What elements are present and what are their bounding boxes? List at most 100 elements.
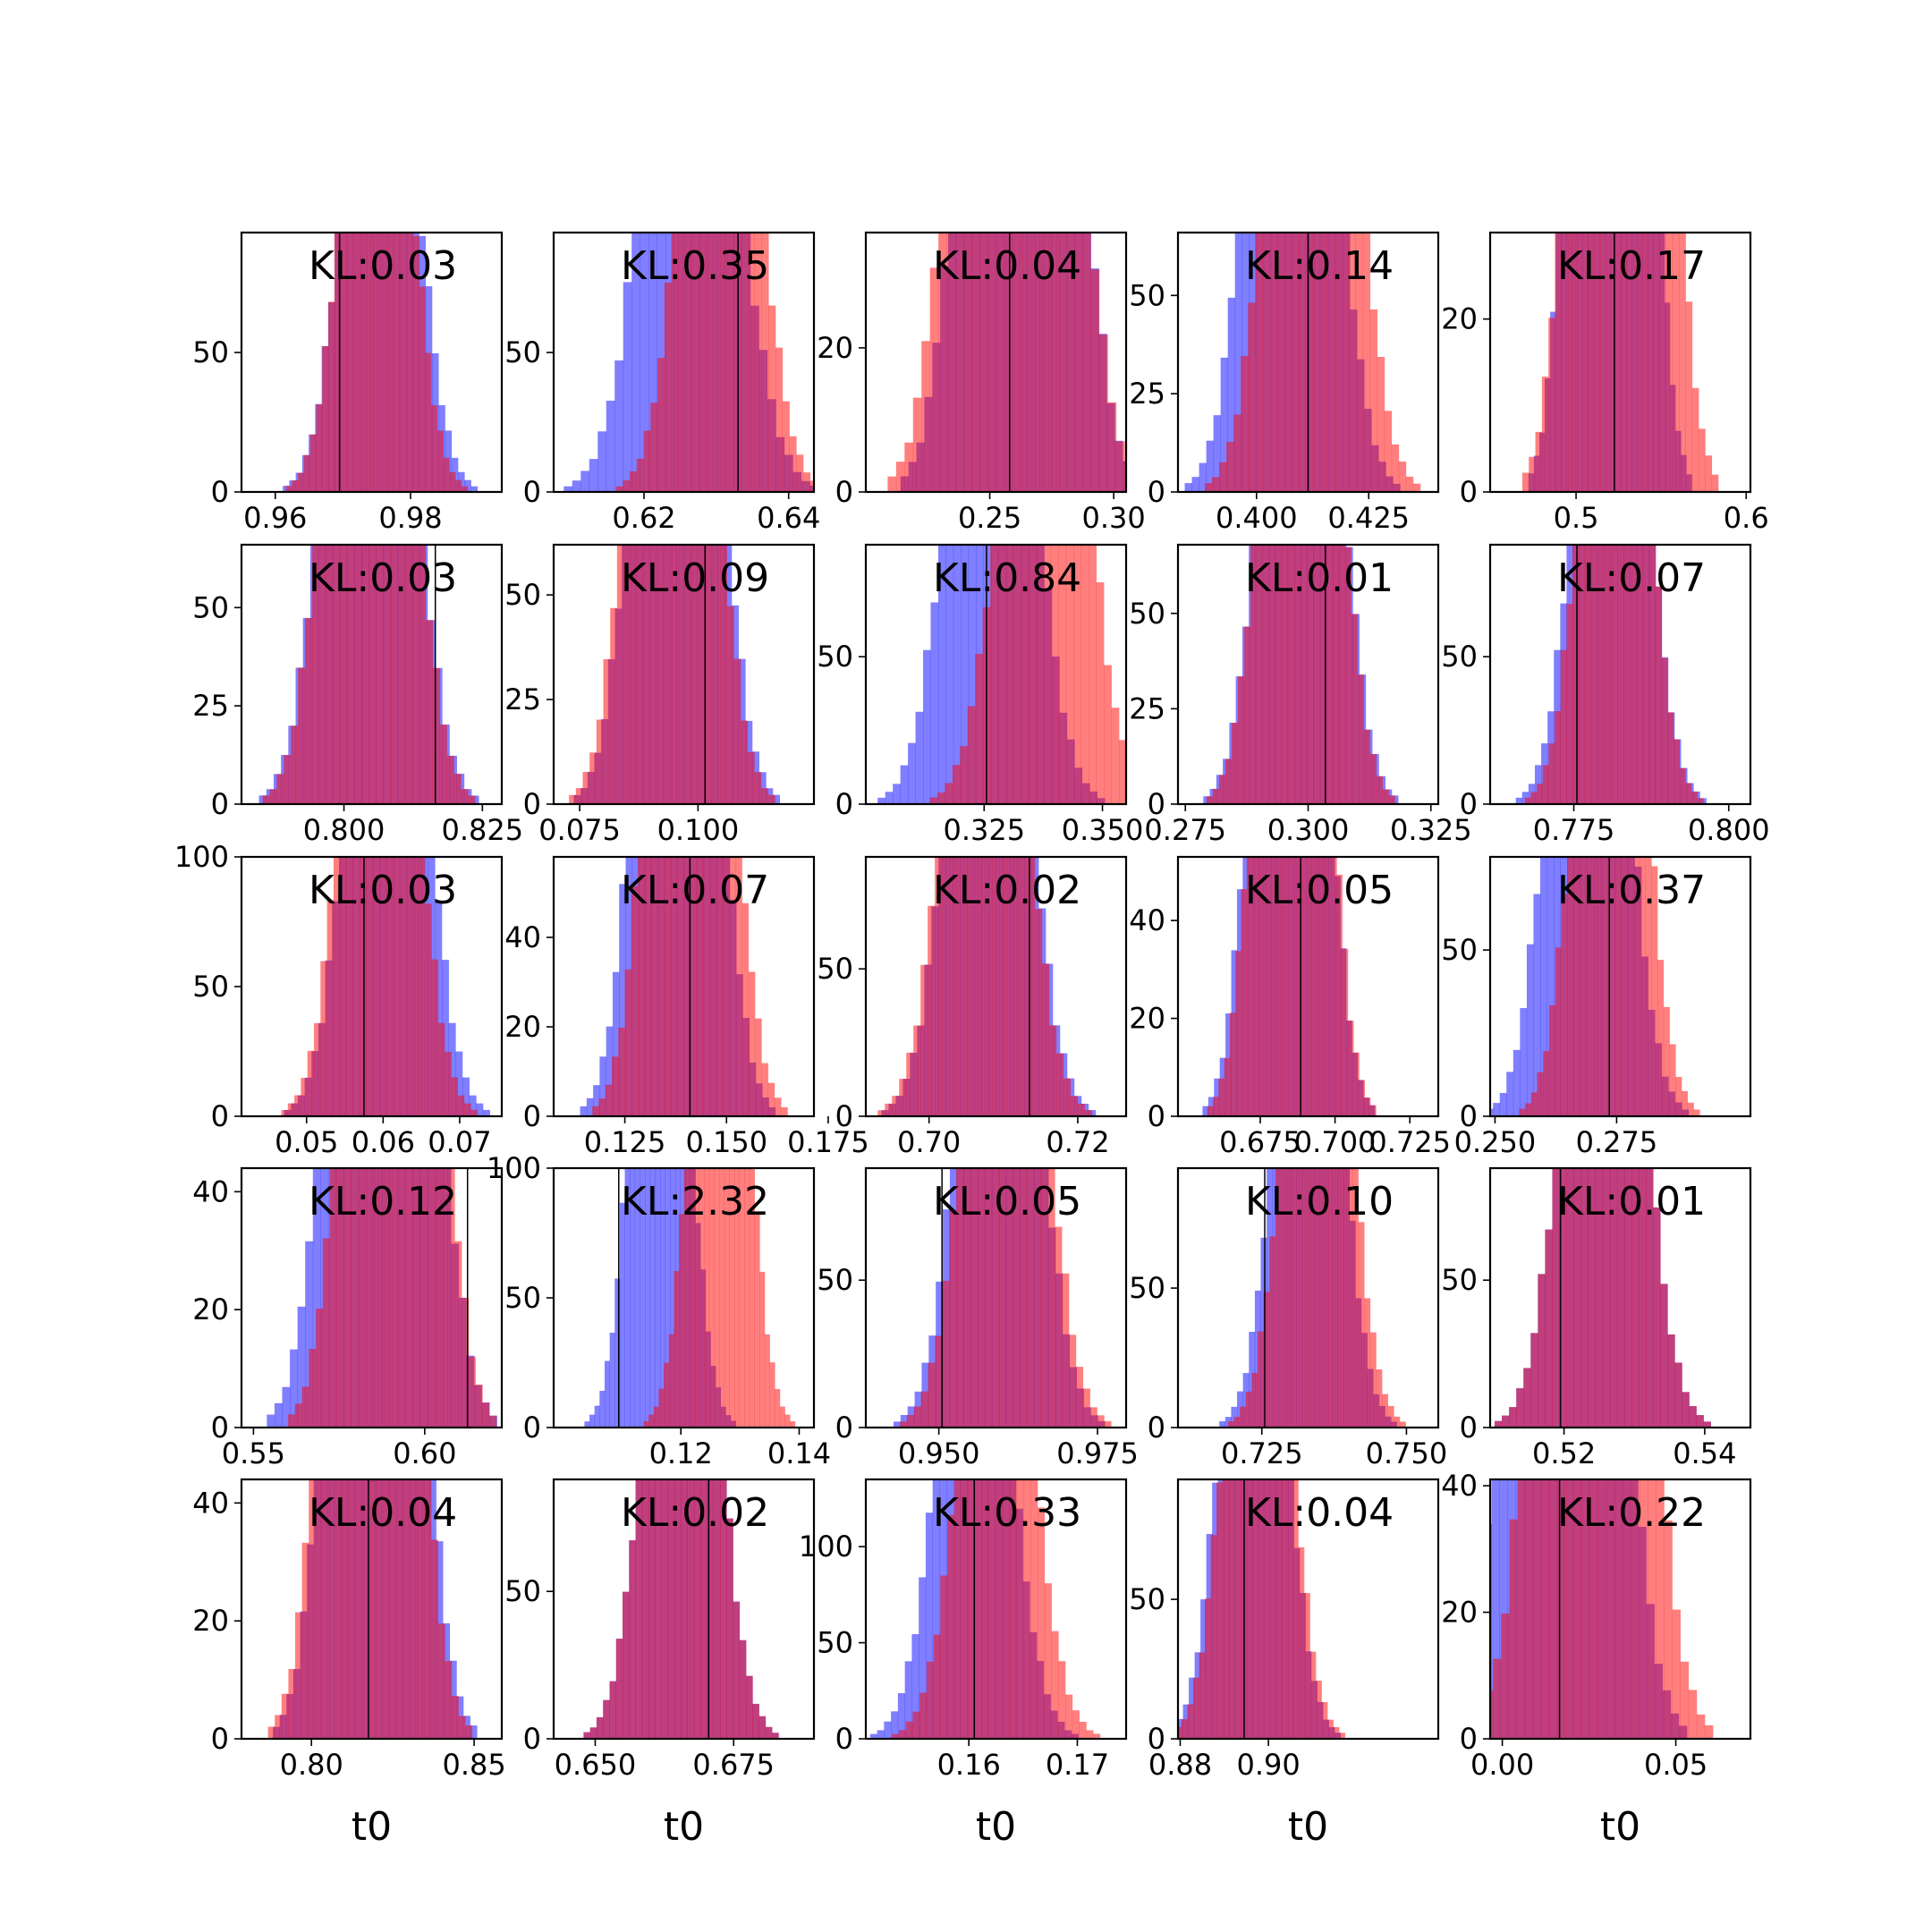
y-tick-label: 40: [1129, 903, 1165, 937]
red-histogram-bar: [1555, 233, 1563, 492]
red-histogram-bar: [1588, 1168, 1597, 1428]
red-histogram-bar: [657, 358, 665, 492]
red-histogram-bar: [1625, 545, 1632, 804]
red-histogram-bar: [451, 1077, 459, 1116]
red-histogram-bar: [1090, 269, 1100, 492]
axes-frame: [1176, 1478, 1440, 1741]
red-histogram-bar: [364, 233, 371, 492]
red-histogram-bar: [1590, 1479, 1599, 1739]
red-histogram-bar: [1212, 788, 1220, 804]
red-histogram-bar: [1207, 1106, 1214, 1116]
red-histogram-bar: [1704, 1724, 1714, 1739]
x-tick-label: 0.125: [584, 1125, 666, 1159]
red-histogram-bar: [933, 1634, 941, 1739]
red-histogram-bar: [631, 886, 639, 1116]
x-tick-label: 0.725: [1221, 1436, 1303, 1470]
axes-frame: [552, 855, 816, 1118]
red-histogram-bar: [1490, 1690, 1494, 1739]
kl-annotation: KL:0.03: [309, 868, 457, 913]
red-histogram-bar: [1257, 1331, 1264, 1428]
red-histogram-bar: [322, 345, 329, 492]
red-histogram-bar: [892, 1096, 900, 1116]
red-histogram-bar: [674, 1479, 682, 1739]
red-histogram-bar: [1572, 545, 1579, 804]
red-histogram-bar: [1022, 233, 1032, 492]
red-histogram-bar: [1687, 1102, 1694, 1116]
red-histogram-bar: [583, 1732, 590, 1739]
red-histogram-bar: [748, 971, 756, 1116]
red-histogram-bar: [598, 1098, 606, 1116]
red-histogram-bar: [1313, 545, 1320, 804]
red-histogram-bar: [1614, 545, 1621, 804]
red-histogram-bar: [754, 1212, 760, 1428]
red-histogram-bar: [670, 857, 678, 1116]
red-histogram-bar: [404, 545, 412, 804]
red-histogram-bar: [657, 857, 665, 1116]
red-histogram-bar: [636, 458, 644, 492]
red-histogram-bar: [1387, 1405, 1394, 1428]
red-histogram-bar: [589, 752, 597, 804]
red-histogram-bar: [1073, 545, 1082, 804]
red-histogram-bar: [475, 1384, 483, 1428]
red-histogram-bar: [465, 1725, 473, 1739]
red-histogram-bar: [1282, 545, 1289, 804]
red-histogram-bar: [1501, 1613, 1510, 1739]
red-histogram-bar: [1566, 1168, 1574, 1428]
red-histogram-bar: [1680, 1661, 1690, 1739]
red-histogram-bar: [768, 305, 776, 492]
red-histogram-bar: [1292, 857, 1298, 1116]
red-histogram-bar: [1084, 1110, 1093, 1116]
red-histogram-bar: [693, 1479, 701, 1739]
axes-frame: [240, 543, 504, 806]
red-histogram-bar: [1561, 894, 1568, 1116]
red-histogram-bar: [1596, 545, 1603, 804]
red-histogram-bar: [1082, 1388, 1090, 1428]
red-histogram-bar: [312, 545, 320, 804]
blue-histogram-bar: [891, 1711, 899, 1739]
red-histogram-bar: [1582, 1479, 1591, 1739]
red-histogram-bar: [1384, 411, 1393, 492]
subplot-4-5: 0.52 0.54 0 50 KL:0.01: [1441, 1166, 1752, 1470]
blue-histogram-bar: [604, 1360, 610, 1428]
red-histogram-bar: [623, 1591, 630, 1739]
red-histogram-bar: [352, 233, 360, 492]
blue-histogram-bar: [630, 1168, 636, 1428]
axes-frame: [1176, 231, 1440, 494]
red-histogram-bar: [1587, 233, 1595, 492]
red-histogram-bar: [612, 1056, 619, 1116]
kl-annotation: KL:0.05: [1245, 868, 1394, 913]
red-histogram-bar: [992, 857, 1000, 1116]
red-histogram-bar: [1549, 1479, 1559, 1739]
red-histogram-bar: [952, 765, 961, 804]
red-histogram-bar: [616, 545, 624, 804]
red-histogram-bar: [1263, 545, 1270, 804]
red-histogram-bar: [1558, 1479, 1567, 1739]
y-tick-label: 50: [817, 640, 853, 674]
y-tick-label: 100: [487, 1151, 541, 1185]
red-histogram-bar: [1369, 1332, 1377, 1428]
red-histogram-bar: [1626, 233, 1634, 492]
red-histogram-bar: [1262, 233, 1270, 492]
red-histogram-bar: [1058, 545, 1067, 804]
red-histogram-bar: [1703, 1421, 1711, 1428]
x-tick-label: 0.350: [1062, 813, 1144, 847]
red-histogram-bar: [657, 545, 665, 804]
red-histogram-bar: [769, 1362, 775, 1428]
red-histogram-bar: [750, 1168, 755, 1428]
red-histogram-bar: [962, 1168, 971, 1428]
red-histogram-bar: [1119, 740, 1126, 804]
red-histogram-bar: [1326, 233, 1335, 492]
red-histogram-bar: [1614, 1479, 1624, 1739]
red-histogram-bar: [1595, 1168, 1604, 1428]
red-histogram-bar: [1298, 233, 1306, 492]
red-histogram-bar: [1051, 1631, 1059, 1739]
y-tick-label: 50: [1441, 1263, 1478, 1297]
red-histogram-bar: [1075, 1367, 1084, 1428]
y-tick-label: 0: [523, 1411, 541, 1445]
blue-histogram-bar: [1191, 477, 1199, 492]
red-histogram-bar: [1246, 857, 1253, 1116]
red-histogram-bar: [947, 1514, 955, 1739]
red-histogram-bar: [1627, 857, 1634, 1116]
red-histogram-bar: [1621, 857, 1628, 1116]
blue-histogram-bar: [631, 233, 640, 492]
